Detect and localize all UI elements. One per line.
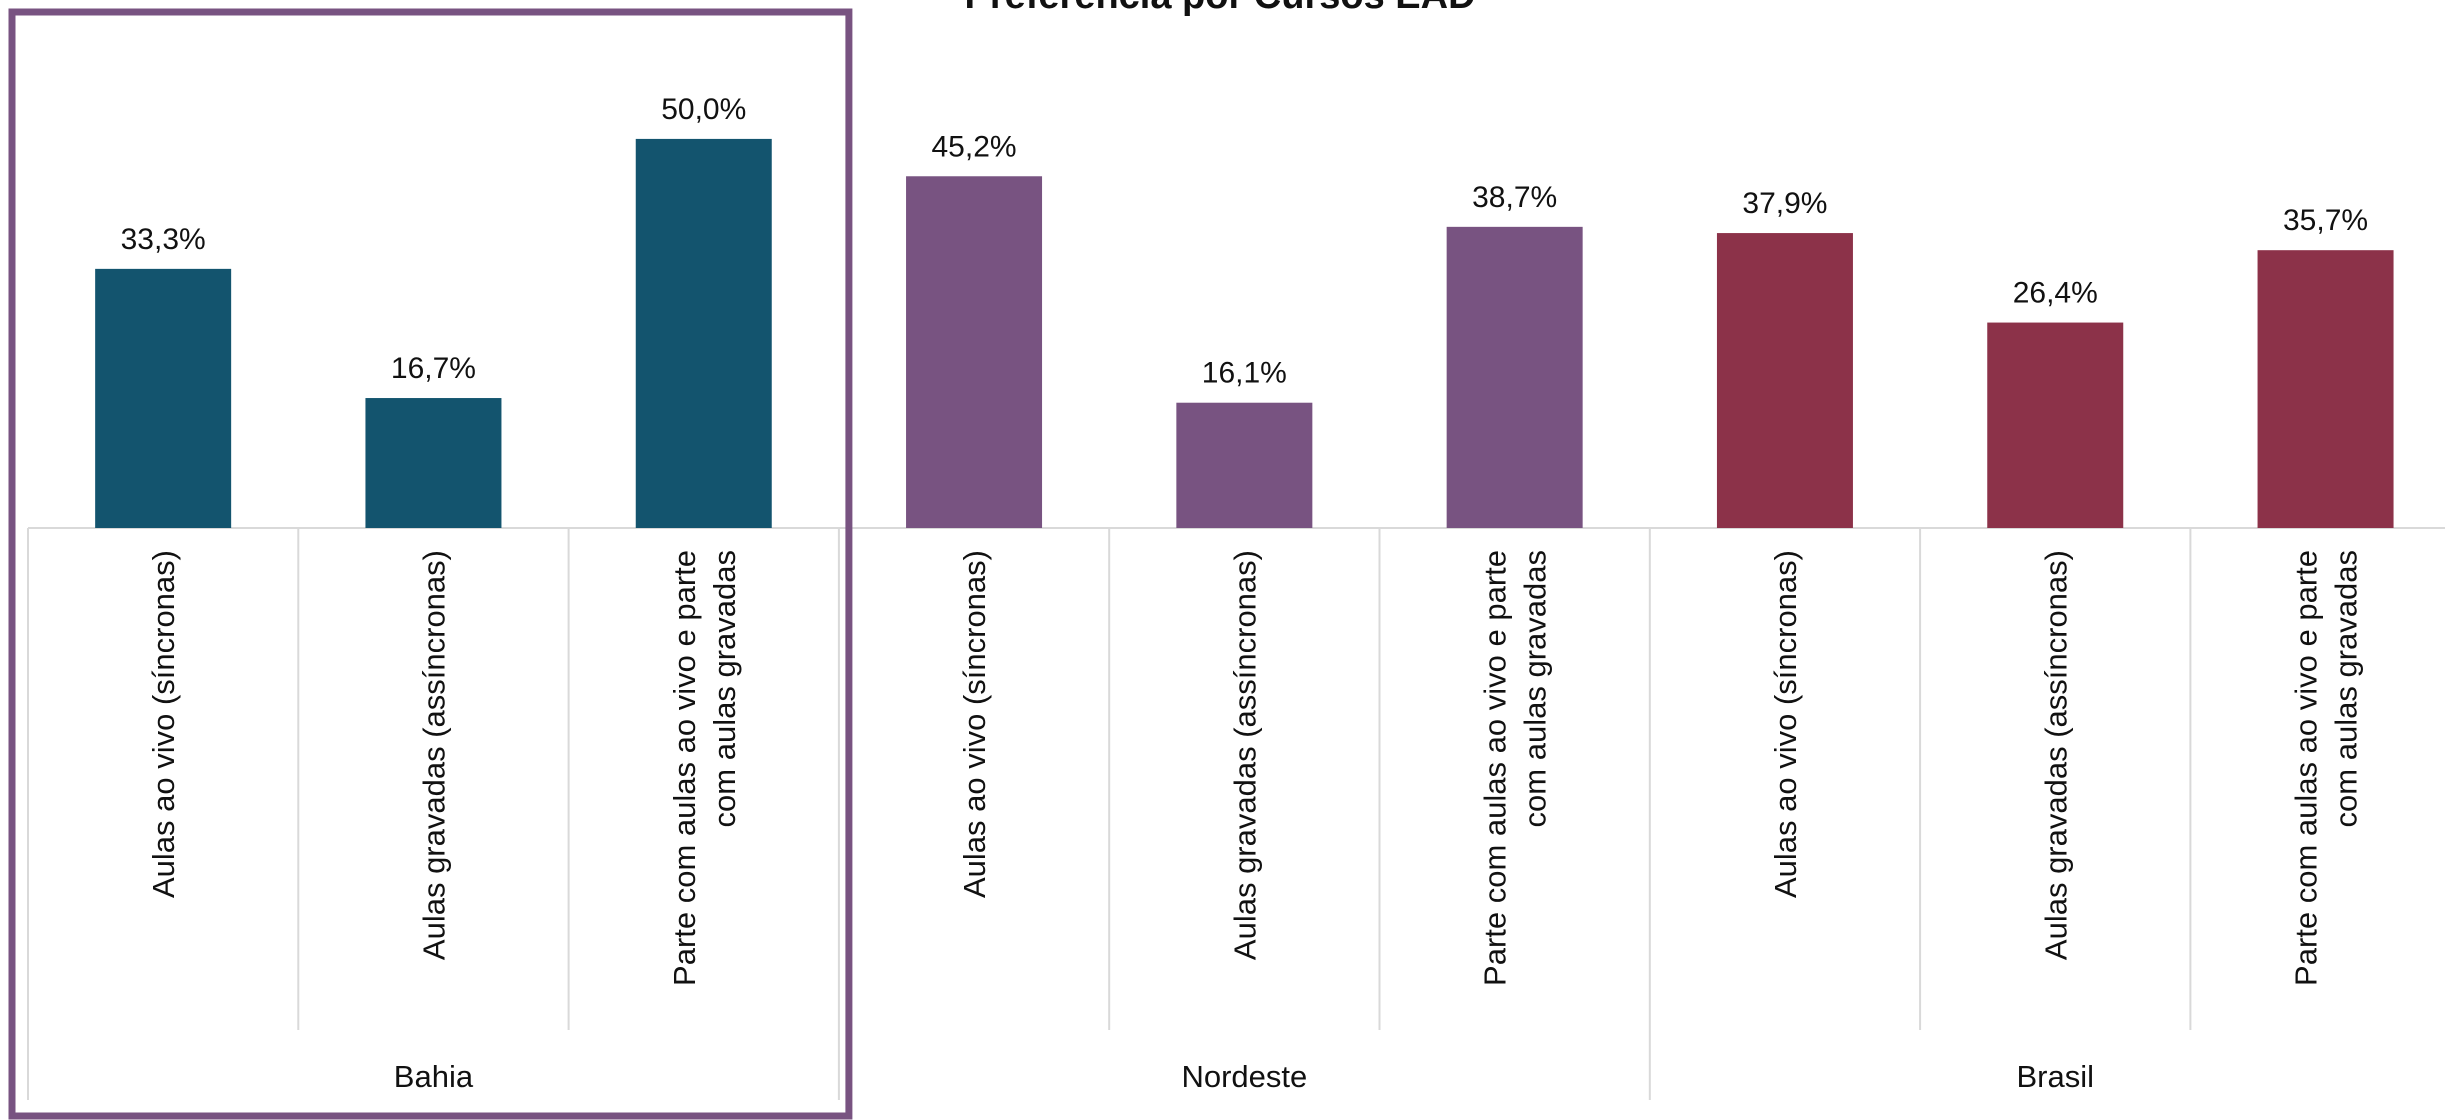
category-label: Parte com aulas ao vivo e parte com aulas… — [2289, 550, 2364, 986]
category-label: Parte com aulas ao vivo e parte com aulas… — [667, 550, 742, 986]
bar-bahia-2 — [365, 398, 502, 528]
category-label-line: Aulas ao vivo (síncronas) — [957, 550, 992, 898]
category-label-line: Aulas ao vivo (síncronas) — [1768, 550, 1803, 898]
data-label: 16,1% — [1202, 357, 1287, 390]
category-label-line: com aulas gravadas — [1518, 550, 1553, 827]
plot-area: 33,3% Aulas ao vivo (síncronas) 16,7% Aulas… — [8, 8, 2445, 1120]
data-label: 38,7% — [1472, 181, 1557, 214]
bar-bahia-3 — [635, 138, 772, 528]
group-label-nordeste: Nordeste — [1181, 1059, 1307, 1094]
bar-nordeste-2 — [1176, 402, 1313, 528]
category-label-line: Parte com aulas ao vivo e parte — [1478, 550, 1513, 986]
data-label: 37,9% — [1742, 187, 1827, 220]
category-label-line: com aulas gravadas — [2329, 550, 2364, 827]
category-label: Aulas ao vivo (síncronas) — [1768, 550, 1803, 898]
bar-bahia-1 — [95, 268, 232, 528]
category-label-line: Parte com aulas ao vivo e parte — [667, 550, 702, 986]
data-label: 35,7% — [2283, 204, 2368, 237]
data-label: 45,2% — [932, 130, 1017, 163]
bar-nordeste-1 — [906, 176, 1043, 528]
data-label: 26,4% — [2013, 277, 2098, 310]
chart-title: Preferência por Cursos EAD — [964, 0, 1475, 17]
data-label: 33,3% — [121, 223, 206, 256]
group-label-bahia: Bahia — [394, 1059, 474, 1094]
category-label: Aulas ao vivo (síncronas) — [146, 550, 181, 898]
bar-brasil-2 — [1987, 322, 2124, 528]
data-label: 16,7% — [391, 352, 476, 385]
category-label-line: Aulas gravadas (assíncronas) — [416, 550, 451, 960]
category-label: Parte com aulas ao vivo e parte com aulas… — [1478, 550, 1553, 986]
category-label-line: Aulas gravadas (assíncronas) — [2038, 550, 2073, 960]
bar-nordeste-3 — [1446, 226, 1583, 529]
highlight-box — [8, 8, 853, 1120]
bar-brasil-1 — [1716, 233, 1853, 528]
bar-brasil-3 — [2257, 250, 2394, 528]
category-label-line: Parte com aulas ao vivo e parte — [2289, 550, 2324, 986]
category-label-line: Aulas gravadas (assíncronas) — [1227, 550, 1262, 960]
category-label: Aulas gravadas (assíncronas) — [2038, 550, 2073, 960]
group-label-brasil: Brasil — [2016, 1059, 2094, 1094]
category-label: Aulas gravadas (assíncronas) — [416, 550, 451, 960]
category-label-line: com aulas gravadas — [707, 550, 742, 827]
data-label: 50,0% — [661, 93, 746, 126]
category-label-line: Aulas ao vivo (síncronas) — [146, 550, 181, 898]
category-label: Aulas ao vivo (síncronas) — [957, 550, 992, 898]
category-label: Aulas gravadas (assíncronas) — [1227, 550, 1262, 960]
